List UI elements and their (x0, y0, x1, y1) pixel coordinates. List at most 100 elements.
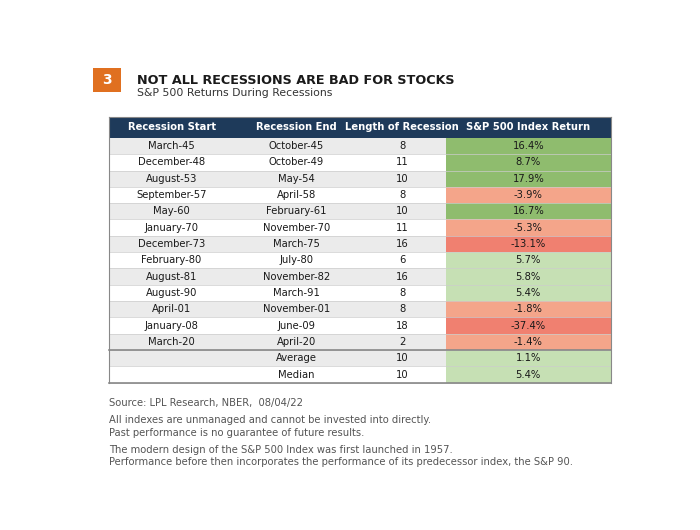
Bar (358, 187, 446, 203)
Text: October-49: October-49 (269, 157, 324, 167)
Bar (358, 317, 446, 334)
Text: June-09: June-09 (277, 321, 316, 331)
Bar (358, 138, 446, 154)
Text: -37.4%: -37.4% (511, 321, 546, 331)
Text: 16: 16 (395, 239, 409, 249)
Text: -5.3%: -5.3% (514, 223, 542, 233)
Text: 5.4%: 5.4% (516, 369, 541, 379)
Text: 10: 10 (395, 369, 409, 379)
Bar (446, 301, 611, 317)
Text: Length of Recession: Length of Recession (345, 122, 459, 132)
Bar (109, 350, 234, 366)
Bar (358, 301, 446, 317)
Text: 10: 10 (395, 206, 409, 216)
Text: November-70: November-70 (262, 223, 330, 233)
Bar (446, 154, 611, 171)
Text: April-58: April-58 (276, 190, 316, 200)
Bar (109, 301, 234, 317)
Bar (109, 219, 234, 236)
Bar (234, 269, 358, 285)
Bar (358, 171, 446, 187)
Text: -1.4%: -1.4% (514, 337, 542, 347)
Bar (358, 117, 446, 138)
Bar (109, 187, 234, 203)
Text: 11: 11 (395, 157, 409, 167)
Text: 18: 18 (395, 321, 409, 331)
Bar (446, 269, 611, 285)
Bar (446, 187, 611, 203)
Text: 3: 3 (102, 73, 112, 87)
Bar (109, 366, 234, 383)
Bar (234, 203, 358, 219)
Text: August-53: August-53 (146, 174, 197, 184)
Bar (446, 366, 611, 383)
Bar (109, 334, 234, 350)
Text: November-82: November-82 (262, 272, 330, 281)
Text: 8: 8 (399, 288, 405, 298)
Text: S&P 500 Index Return: S&P 500 Index Return (466, 122, 590, 132)
Text: February-80: February-80 (141, 255, 202, 266)
Text: Performance before then incorporates the performance of its predecessor index, t: Performance before then incorporates the… (109, 457, 573, 467)
Bar (446, 350, 611, 366)
Text: 1.1%: 1.1% (516, 354, 541, 363)
Text: March-75: March-75 (273, 239, 320, 249)
Text: Past performance is no guarantee of future results.: Past performance is no guarantee of futu… (109, 428, 365, 438)
Text: 8.7%: 8.7% (516, 157, 541, 167)
Text: September-57: September-57 (136, 190, 206, 200)
Bar (446, 317, 611, 334)
Bar (358, 219, 446, 236)
Text: 16: 16 (395, 272, 409, 281)
Text: May-60: May-60 (153, 206, 190, 216)
Bar (234, 301, 358, 317)
Bar (358, 236, 446, 252)
Text: 5.8%: 5.8% (516, 272, 541, 281)
Bar (234, 154, 358, 171)
Bar (234, 236, 358, 252)
Text: 10: 10 (395, 354, 409, 363)
Bar (446, 236, 611, 252)
Bar (358, 366, 446, 383)
Text: 5.7%: 5.7% (516, 255, 541, 266)
Bar (446, 203, 611, 219)
Text: January-70: January-70 (145, 223, 199, 233)
Text: March-20: March-20 (148, 337, 195, 347)
Bar (358, 252, 446, 269)
Text: NOT ALL RECESSIONS ARE BAD FOR STOCKS: NOT ALL RECESSIONS ARE BAD FOR STOCKS (137, 74, 455, 87)
Bar (109, 317, 234, 334)
Bar (358, 269, 446, 285)
Bar (109, 236, 234, 252)
Text: April-20: April-20 (276, 337, 316, 347)
Bar (446, 117, 611, 138)
Bar (446, 252, 611, 269)
Text: Source: LPL Research, NBER,  08/04/22: Source: LPL Research, NBER, 08/04/22 (109, 398, 303, 408)
Bar (109, 285, 234, 301)
Bar (446, 334, 611, 350)
Bar (234, 138, 358, 154)
Bar (109, 171, 234, 187)
Bar (446, 138, 611, 154)
Text: April-01: April-01 (152, 304, 191, 314)
Text: December-48: December-48 (138, 157, 205, 167)
Text: Median: Median (278, 369, 314, 379)
Bar (446, 285, 611, 301)
Bar (234, 317, 358, 334)
Text: August-90: August-90 (146, 288, 197, 298)
Text: 17.9%: 17.9% (512, 174, 544, 184)
Bar (234, 117, 358, 138)
Bar (234, 366, 358, 383)
Text: March-45: March-45 (148, 141, 195, 151)
Text: 8: 8 (399, 141, 405, 151)
Bar (109, 154, 234, 171)
Bar (109, 138, 234, 154)
Bar (109, 117, 234, 138)
Text: -3.9%: -3.9% (514, 190, 542, 200)
Bar (234, 285, 358, 301)
Bar (446, 219, 611, 236)
Text: S&P 500 Returns During Recessions: S&P 500 Returns During Recessions (137, 88, 332, 98)
Text: 2: 2 (399, 337, 405, 347)
Text: November-01: November-01 (262, 304, 330, 314)
Bar (109, 203, 234, 219)
Text: Recession Start: Recession Start (127, 122, 216, 132)
Text: May-54: May-54 (278, 174, 315, 184)
Text: -13.1%: -13.1% (511, 239, 546, 249)
